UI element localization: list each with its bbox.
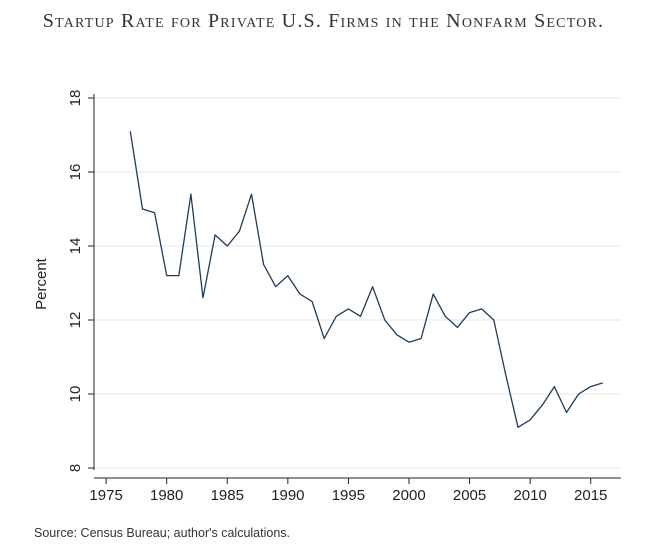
axes xyxy=(93,94,621,479)
chart-title: Startup Rate for Private U.S. Firms in t… xyxy=(42,10,605,32)
x-tick-label: 1995 xyxy=(332,487,365,504)
x-tick-label: 1985 xyxy=(211,487,244,504)
startup-rate-line xyxy=(129,131,603,428)
x-tick-label: 2005 xyxy=(453,487,486,504)
y-tick-label: 10 xyxy=(67,386,84,403)
y-tick-label: 12 xyxy=(67,312,84,329)
x-tick-label: 2000 xyxy=(392,487,425,504)
x-tick-label: 1980 xyxy=(150,487,183,504)
series-layer xyxy=(129,131,603,428)
y-tick-label: 16 xyxy=(67,164,84,181)
x-tick-label: 1975 xyxy=(89,487,122,504)
ticks: 8 10 12 14 16 18 1975 1980 1985 1990 1995 2000 2005 2… xyxy=(67,90,607,504)
y-tick-label: 8 xyxy=(67,464,84,472)
x-tick-label: 2015 xyxy=(574,487,607,504)
x-tick-label: 1990 xyxy=(271,487,304,504)
y-tick-label: 14 xyxy=(67,238,84,255)
y-tick-label: 18 xyxy=(67,90,84,107)
source-note: Source: Census Bureau; author's calculat… xyxy=(34,526,290,540)
x-tick-label: 2010 xyxy=(513,487,546,504)
y-axis-label: Percent xyxy=(33,257,50,310)
grid-lines xyxy=(94,97,621,469)
